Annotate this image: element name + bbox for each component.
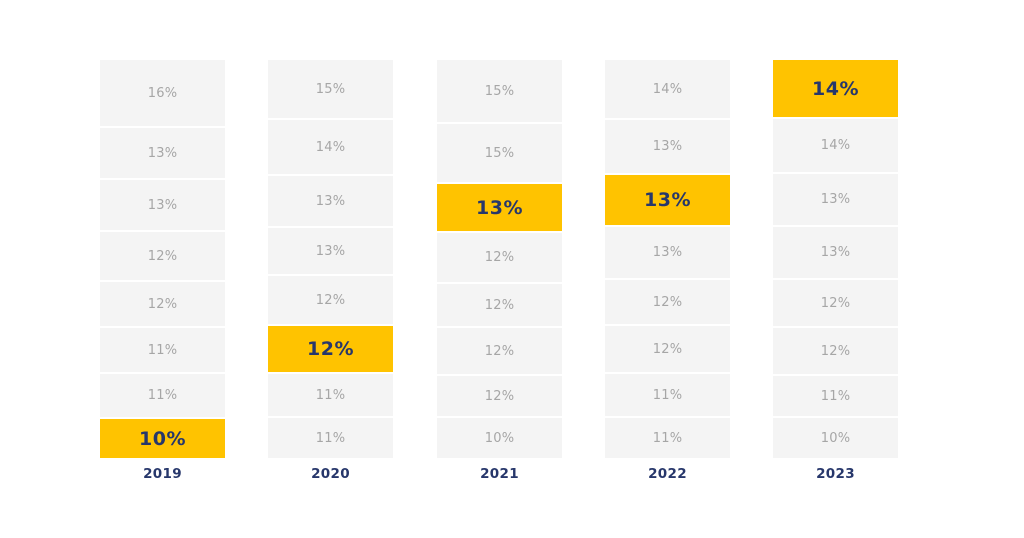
value-cell: 13%	[605, 118, 730, 173]
value-cell: 12%	[268, 274, 393, 324]
value-cell: 11%	[605, 416, 730, 458]
year-column-2021: 15% 15% 13% 12% 12% 12% 12% 10%	[437, 60, 562, 458]
value-cell: 12%	[437, 231, 562, 282]
year-label: 2020	[311, 466, 350, 482]
highlighted-value-cell: 10%	[100, 417, 225, 458]
value-cell: 12%	[100, 280, 225, 326]
value-cell: 15%	[437, 122, 562, 182]
value-cell: 12%	[437, 326, 562, 374]
value-cell: 13%	[773, 225, 898, 278]
value-cell: 12%	[773, 278, 898, 326]
value-cell: 13%	[268, 174, 393, 226]
highlighted-value-cell: 12%	[268, 324, 393, 372]
value-cell: 12%	[100, 230, 225, 280]
value-cell: 11%	[100, 326, 225, 372]
value-cell: 11%	[605, 372, 730, 416]
year-label: 2021	[480, 466, 519, 482]
value-cell: 16%	[100, 60, 225, 126]
highlighted-value-cell: 13%	[605, 173, 730, 225]
value-cell: 10%	[773, 416, 898, 458]
year-label: 2022	[648, 466, 687, 482]
value-cell: 15%	[268, 60, 393, 118]
value-cell: 11%	[773, 374, 898, 416]
value-cell: 13%	[268, 226, 393, 274]
value-cell: 13%	[100, 126, 225, 178]
year-column-2019: 16% 13% 13% 12% 12% 11% 11% 10%	[100, 60, 225, 458]
year-column-2023: 14% 14% 13% 13% 12% 12% 11% 10%	[773, 60, 898, 458]
year-label: 2019	[143, 466, 182, 482]
value-cell: 14%	[605, 60, 730, 118]
value-cell: 11%	[268, 416, 393, 458]
value-cell: 12%	[437, 282, 562, 326]
highlighted-value-cell: 13%	[437, 182, 562, 231]
value-cell: 14%	[773, 117, 898, 172]
year-column-2022: 14% 13% 13% 13% 12% 12% 11% 11%	[605, 60, 730, 458]
year-column-2020: 15% 14% 13% 13% 12% 12% 11% 11%	[268, 60, 393, 458]
value-cell: 12%	[605, 324, 730, 372]
value-cell: 13%	[100, 178, 225, 230]
highlighted-value-cell: 14%	[773, 60, 898, 117]
value-cell: 13%	[605, 225, 730, 278]
value-cell: 13%	[773, 172, 898, 225]
value-cell: 15%	[437, 60, 562, 122]
value-cell: 12%	[773, 326, 898, 374]
value-cell: 11%	[268, 372, 393, 416]
value-cell: 11%	[100, 372, 225, 417]
value-cell: 12%	[605, 278, 730, 324]
value-cell: 10%	[437, 416, 562, 458]
value-cell: 12%	[437, 374, 562, 416]
year-label: 2023	[816, 466, 855, 482]
value-cell: 14%	[268, 118, 393, 174]
